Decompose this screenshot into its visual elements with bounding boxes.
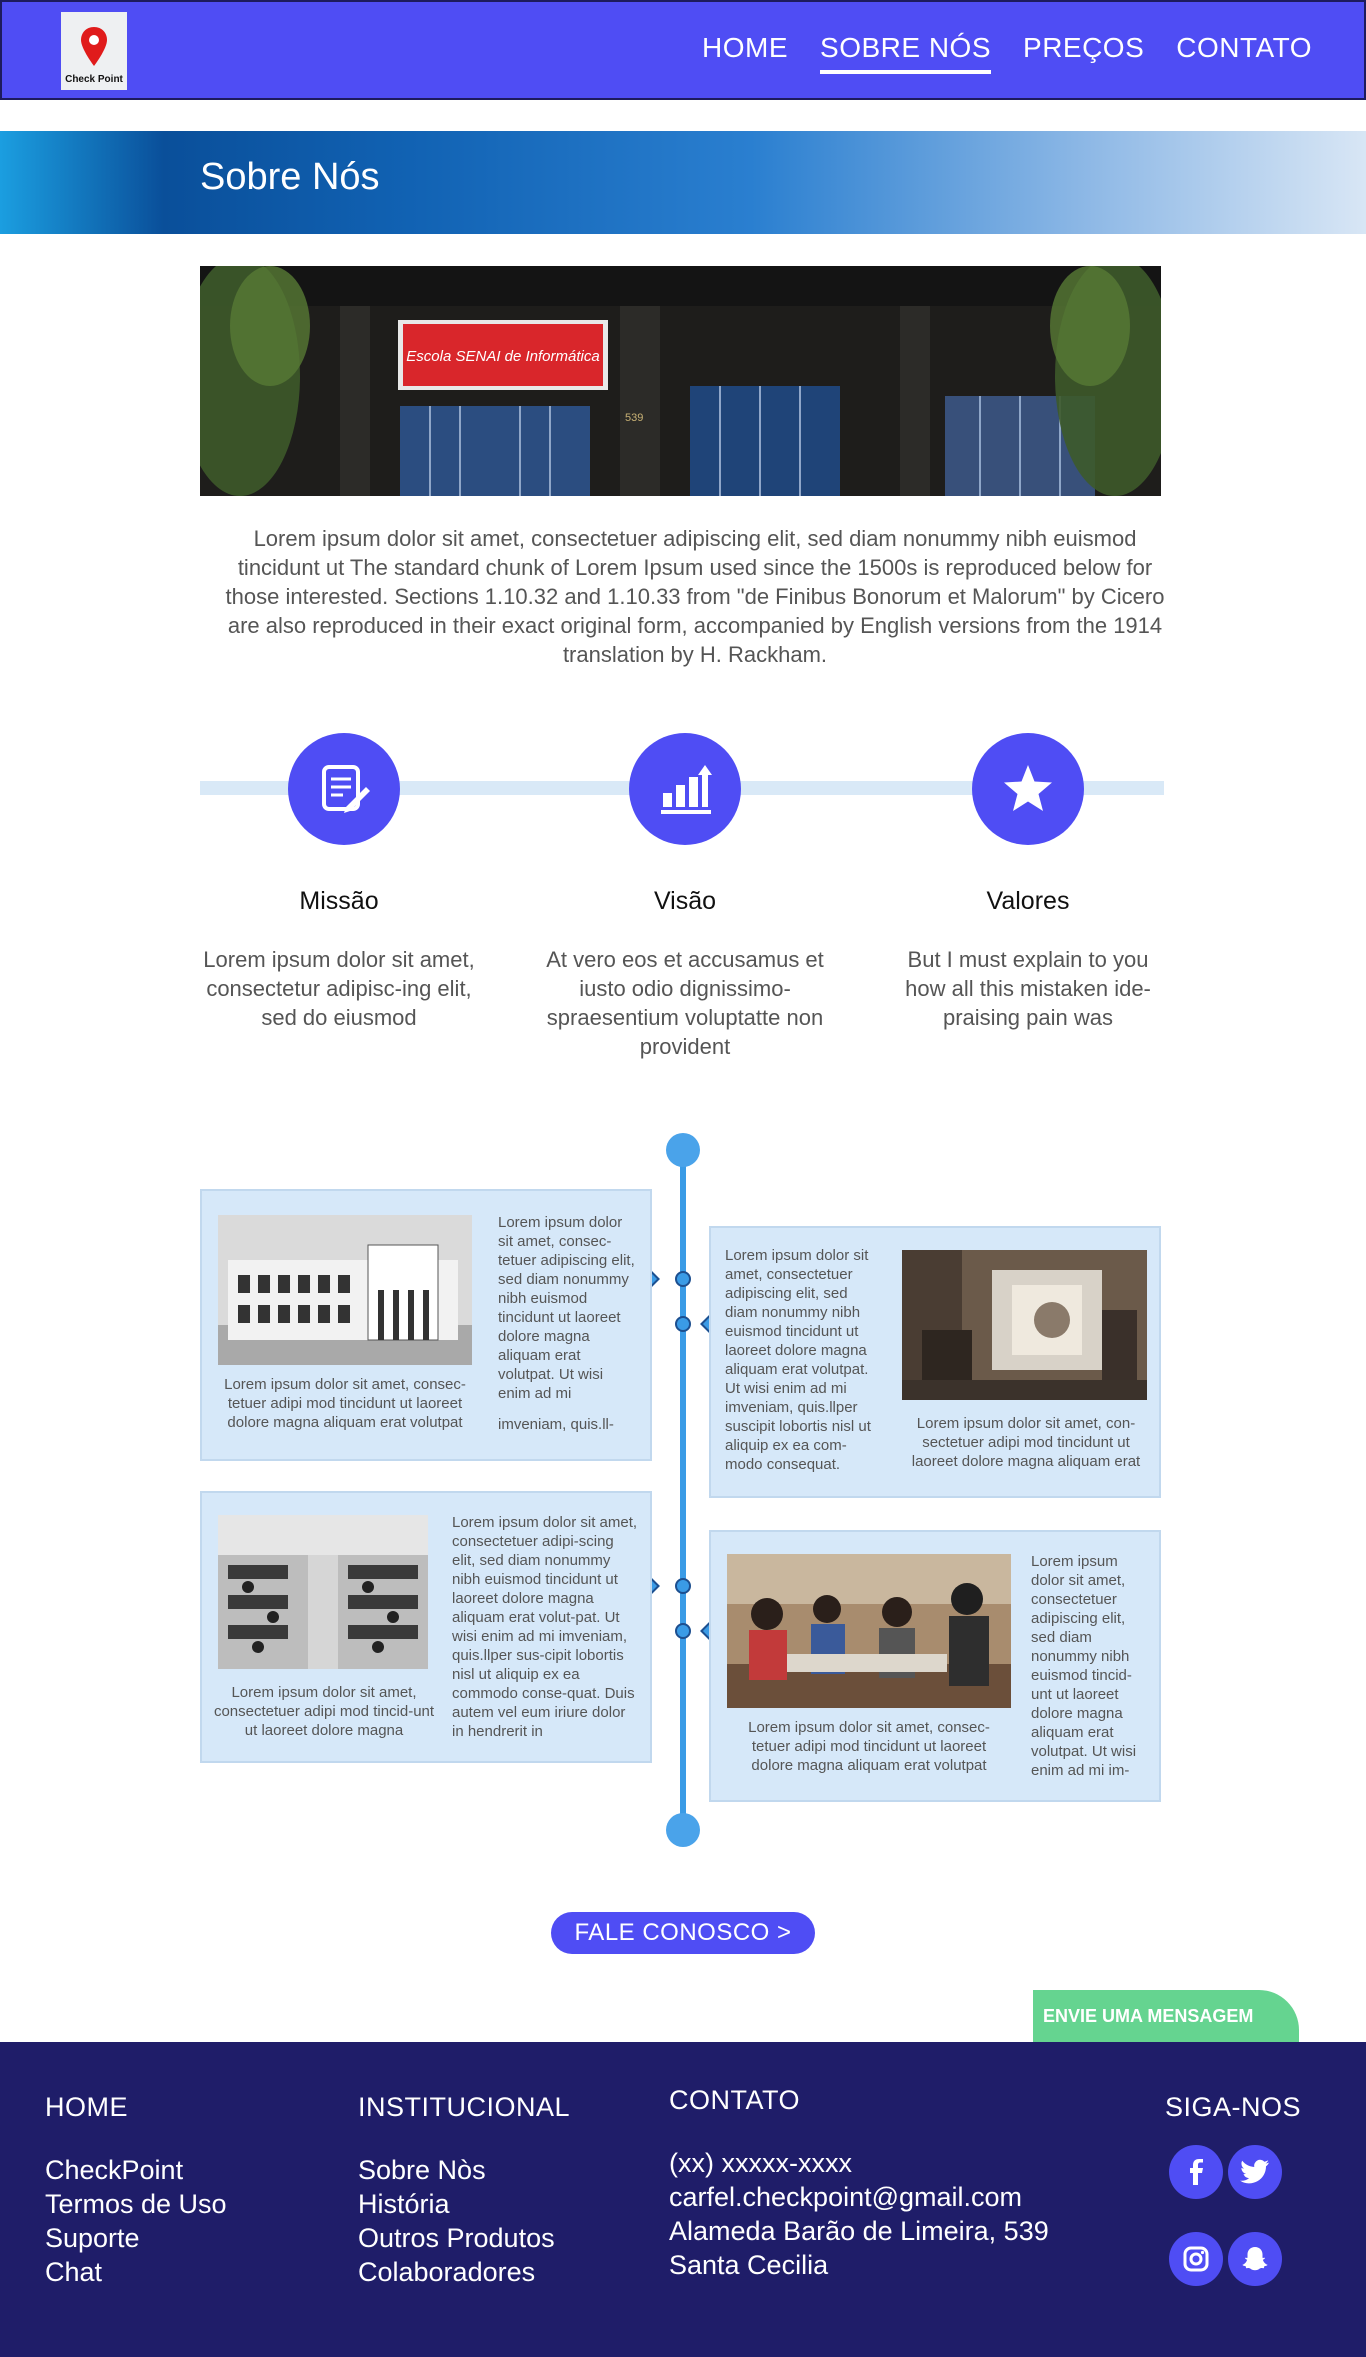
timeline-card: Lorem ipsum dolor sit amet, consectetuer… [709,1530,1161,1802]
historic-building-photo [218,1215,472,1365]
workshop-photo [218,1515,428,1669]
timeline-node [675,1316,691,1332]
vision-badge [629,733,741,845]
timeline-card-text: Lorem ipsum dolor sit amet, consectetuer… [1031,1553,1137,1779]
mission-text: Lorem ipsum dolor sit amet, consectetur … [203,947,475,1030]
footer-link-suporte[interactable]: Suporte [45,2223,140,2253]
nav-home[interactable]: HOME [702,32,789,63]
twitter-icon [1240,2159,1269,2184]
facebook-button[interactable] [1169,2145,1223,2199]
footer-email[interactable]: carfel.checkpoint@gmail.com [669,2182,1023,2212]
building-sign: Escola SENAI de Informática [406,348,599,365]
footer-link-termos[interactable]: Termos de Uso [45,2189,227,2219]
timeline-line [680,1150,686,1830]
timeline-node [675,1623,691,1639]
page-banner: Sobre Nós [0,131,1366,234]
footer-link-sobre-nos[interactable]: Sobre Nòs [358,2155,486,2185]
footer-link-outros-produtos[interactable]: Outros Produtos [358,2223,555,2253]
footer-contato-title: CONTATO [669,2085,800,2115]
snapchat-icon [1242,2247,1268,2271]
footer-link-colaboradores[interactable]: Colaboradores [358,2257,536,2287]
footer-social-title: SIGA-NOS [1165,2092,1302,2122]
footer-contato-column: CONTATO (xx) xxxxx-xxxx carfel.checkpoin… [669,2085,1049,2282]
timeline-card: Lorem ipsum dolor sit amet, consec-tetue… [200,1189,652,1461]
top-header: Check Point HOME SOBRE NÓS PREÇOS CONTAT… [0,0,1366,100]
timeline-card-caption: Lorem ipsum dolor sit amet, con-sectetue… [911,1415,1141,1470]
footer-home-column: HOME CheckPoint Termos de Uso Suporte Ch… [45,2092,227,2289]
footer-phone: (xx) xxxxx-xxxx [669,2148,852,2178]
bar-chart-up-icon [661,765,712,814]
timeline-card-caption: Lorem ipsum dolor sit amet, consec-tetue… [224,1376,466,1431]
mission-title: Missão [299,887,379,915]
nav-sobre-nos[interactable]: SOBRE NÓS [820,32,992,74]
timeline-card-caption: Lorem ipsum dolor sit amet, consectetuer… [213,1684,435,1739]
values-title: Valores [986,887,1070,915]
footer-institucional-title: INSTITUCIONAL [358,2092,571,2122]
timeline-node [675,1271,691,1287]
mission-badge [288,733,400,845]
building-photo: Escola SENAI de Informática 539 [200,266,1161,496]
footer-address: Alameda Barão de Limeira, 539 [669,2216,1049,2246]
vision-title: Visão [653,887,717,915]
intro-text: Lorem ipsum dolor sit amet, consectetuer… [225,526,1165,667]
building-number: 539 [625,412,643,424]
footer: HOME CheckPoint Termos de Uso Suporte Ch… [0,2042,1366,2357]
printing-press-photo [902,1250,1147,1400]
footer-link-checkpoint[interactable]: CheckPoint [45,2155,184,2185]
star-icon [1004,765,1052,811]
map-pin-icon [81,27,107,66]
timeline-card-text: Lorem ipsum dolor sit amet, consec-tetue… [498,1214,635,1402]
timeline-card-caption: Lorem ipsum dolor sit amet, consec-tetue… [748,1719,990,1774]
footer-link-historia[interactable]: História [358,2189,450,2219]
facebook-icon [1190,2159,1203,2185]
send-message-tab[interactable]: ENVIE UMA MENSAGEM [1033,1990,1299,2042]
document-edit-icon [322,765,370,813]
contact-us-button[interactable]: FALE CONOSCO > [551,1912,815,1954]
timeline-card-text: Lorem ipsum dolor sit amet, consectetuer… [725,1247,871,1473]
building-illustration: Escola SENAI de Informática 539 [200,266,1161,496]
timeline-node [675,1578,691,1594]
office-workers-photo [727,1554,1011,1708]
values-badge [972,733,1084,845]
page-title: Sobre Nós [200,156,380,198]
timeline-card: Lorem ipsum dolor sit amet, consectetuer… [709,1226,1161,1498]
main-nav: HOME SOBRE NÓS PREÇOS CONTATO [702,32,1312,74]
nav-precos[interactable]: PREÇOS [1023,32,1145,63]
vision-text: At vero eos et accusamus et iusto odio d… [546,947,824,1059]
instagram-icon [1183,2246,1209,2272]
timeline-end-dot [666,1813,700,1847]
footer-link-chat[interactable]: Chat [45,2257,103,2287]
twitter-button[interactable] [1228,2145,1282,2199]
instagram-button[interactable] [1169,2232,1223,2286]
footer-social-column: SIGA-NOS [1165,2092,1301,2153]
footer-home-title: HOME [45,2092,128,2122]
nav-contato[interactable]: CONTATO [1176,32,1312,63]
timeline-card-text-continued: imveniam, quis.ll- [498,1416,614,1433]
logo-text: Check Point [65,74,123,85]
logo[interactable]: Check Point [61,12,127,90]
timeline-start-dot [666,1133,700,1167]
footer-institucional-column: INSTITUCIONAL Sobre Nòs História Outros … [358,2092,570,2289]
footer-district: Santa Cecilia [669,2250,829,2280]
timeline-card-text: Lorem ipsum dolor sit amet, consectetuer… [452,1514,638,1740]
timeline-card: Lorem ipsum dolor sit amet, consectetuer… [200,1491,652,1763]
values-text: But I must explain to you how all this m… [905,947,1151,1030]
snapchat-button[interactable] [1228,2232,1282,2286]
